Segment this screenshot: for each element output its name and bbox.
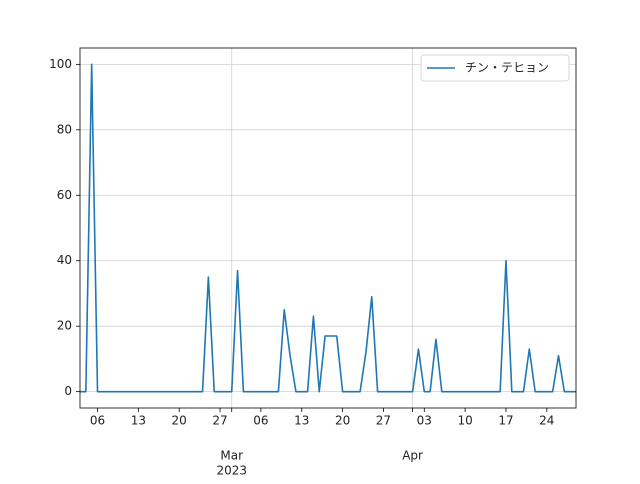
x-tick-label: 17: [498, 414, 513, 428]
line-series: [80, 63, 576, 393]
y-tick-label: 20: [57, 319, 72, 333]
x-year-label: 2023: [216, 464, 247, 478]
y-tick-label: 60: [57, 188, 72, 202]
plot-frame: [79, 47, 577, 409]
x-tick-label: 20: [172, 414, 187, 428]
x-tick-label: 13: [131, 414, 146, 428]
y-tick-label: 0: [64, 384, 72, 398]
x-month-label: Apr: [402, 449, 423, 463]
y-tick-label: 100: [49, 57, 72, 71]
x-tick-label: 10: [457, 414, 472, 428]
legend-box: [420, 54, 570, 82]
x-tick-label: 27: [212, 414, 227, 428]
x-tick-label: 06: [90, 414, 105, 428]
x-tick-label: 24: [539, 414, 554, 428]
x-tick-label: 20: [335, 414, 350, 428]
x-tick-label: 06: [253, 414, 268, 428]
y-tick-label: 80: [57, 122, 72, 136]
x-tick-label: 13: [294, 414, 309, 428]
y-tick-label: 40: [57, 253, 72, 267]
x-tick-label: 03: [417, 414, 432, 428]
legend-label: チン・テヒョン: [465, 61, 549, 75]
x-tick-label: 27: [376, 414, 391, 428]
x-month-label: Mar: [220, 449, 243, 463]
